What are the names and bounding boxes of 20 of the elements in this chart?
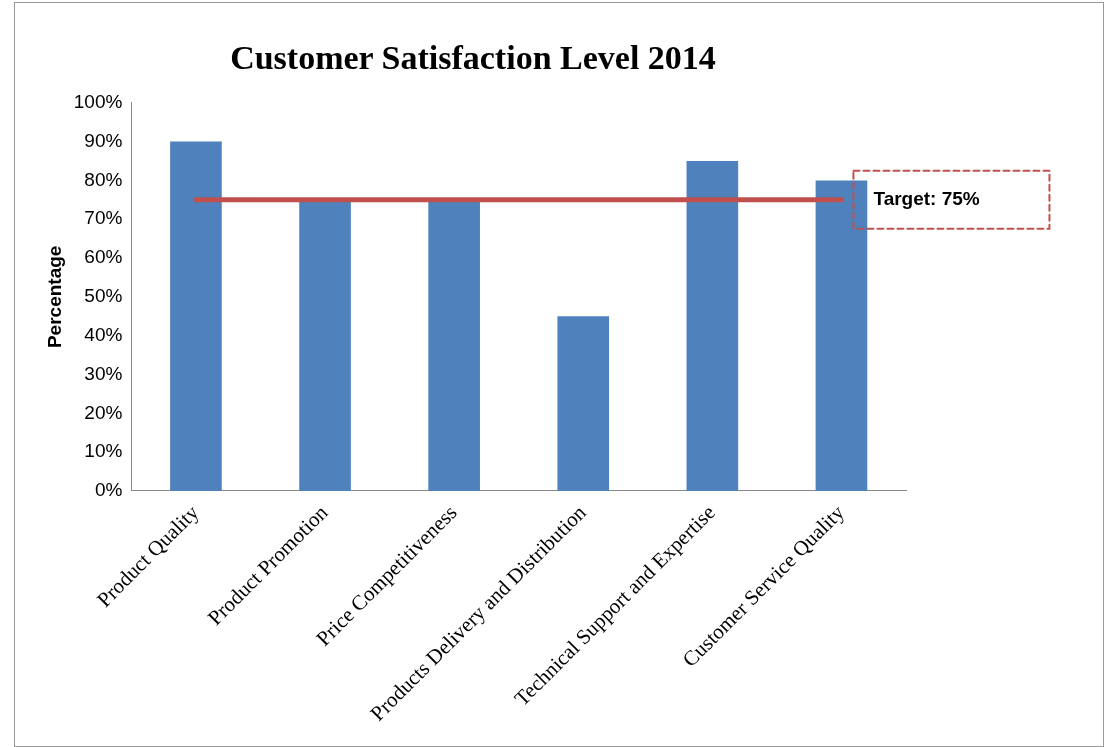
ref-line-label: Target: 75% <box>873 188 980 210</box>
bar <box>299 199 351 491</box>
y-tick-label: 60% <box>84 246 123 268</box>
bar <box>170 141 222 491</box>
y-tick-label: 20% <box>84 401 123 423</box>
y-tick-label: 0% <box>94 479 123 501</box>
y-tick-label: 90% <box>84 129 123 151</box>
y-axis-title: Percentage <box>43 245 65 349</box>
bar <box>428 199 480 491</box>
bar <box>686 161 739 491</box>
bar <box>815 180 868 491</box>
y-tick-label: 70% <box>84 207 123 229</box>
y-tick-label: 50% <box>84 285 123 307</box>
chart-title: Customer Satisfaction Level 2014 <box>230 39 716 77</box>
y-tick-label: 10% <box>84 440 123 462</box>
y-tick-label: 40% <box>84 323 123 345</box>
y-tick-label: 30% <box>84 362 123 384</box>
y-tick-label: 80% <box>84 168 123 190</box>
y-tick-label: 100% <box>73 91 123 113</box>
bar <box>557 316 610 491</box>
